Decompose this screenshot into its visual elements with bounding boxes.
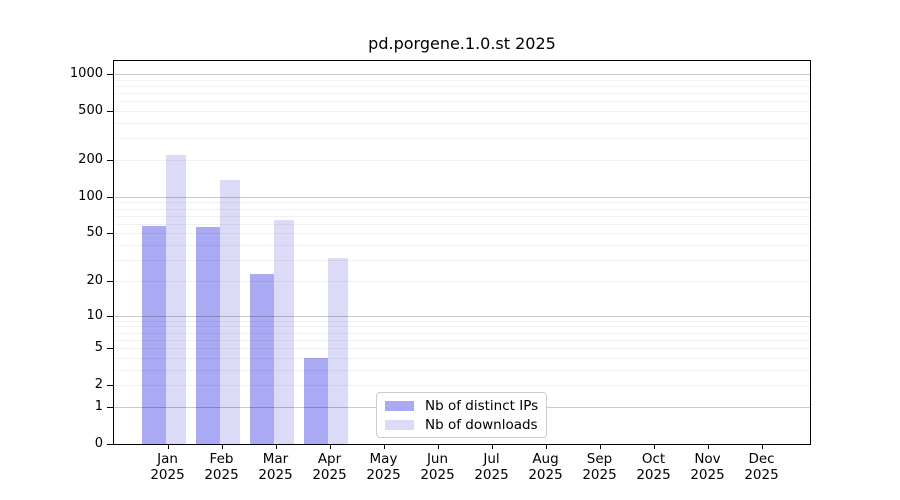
x-tick-label: Feb 2025 xyxy=(204,451,239,483)
gridline xyxy=(114,233,810,235)
y-tick xyxy=(107,348,113,349)
legend: Nb of distinct IPs Nb of downloads xyxy=(376,392,547,438)
x-tick xyxy=(707,445,709,449)
bar-nb-of-distinct-ips-1 xyxy=(195,226,220,444)
y-tick xyxy=(107,159,113,161)
bar-nb-of-downloads-1 xyxy=(219,180,240,444)
x-tick-label: Mar 2025 xyxy=(258,451,293,483)
gridline xyxy=(114,196,810,198)
gridline xyxy=(114,122,810,124)
y-tick-label: 50 xyxy=(86,225,103,241)
y-tick-label: 500 xyxy=(78,103,103,118)
bar-nb-of-downloads-0 xyxy=(165,154,186,444)
gridline xyxy=(114,245,810,247)
gridline xyxy=(114,326,810,328)
x-tick xyxy=(545,445,547,449)
x-tick xyxy=(437,445,439,449)
gridline xyxy=(114,223,810,225)
gridline xyxy=(114,332,810,334)
x-tick xyxy=(599,445,601,449)
gridline xyxy=(114,385,810,387)
y-tick xyxy=(107,385,113,387)
x-tick xyxy=(275,445,277,449)
legend-label-downloads: Nb of downloads xyxy=(425,417,538,434)
chart-title: pd.porgene.1.0.st 2025 xyxy=(368,34,556,53)
legend-item-downloads: Nb of downloads xyxy=(377,416,546,436)
gridline xyxy=(114,93,810,94)
gridline xyxy=(114,357,810,359)
gridline xyxy=(114,79,810,81)
x-tick-label: Nov 2025 xyxy=(690,451,725,483)
y-tick xyxy=(107,233,113,235)
y-tick xyxy=(107,73,113,75)
gridline xyxy=(114,111,810,112)
gridline xyxy=(114,348,810,349)
y-tick-label: 200 xyxy=(78,151,103,167)
x-tick xyxy=(329,445,331,449)
bar-nb-of-distinct-ips-0 xyxy=(141,225,166,444)
legend-item-distinct-ips: Nb of distinct IPs xyxy=(377,396,546,416)
legend-label-distinct-ips: Nb of distinct IPs xyxy=(425,397,539,414)
x-tick-label: Jul 2025 xyxy=(474,451,509,483)
gridline xyxy=(114,280,810,282)
plot-area xyxy=(113,60,811,445)
x-tick-label: Sep 2025 xyxy=(582,451,617,483)
bar-nb-of-downloads-2 xyxy=(273,220,294,444)
gridline xyxy=(114,85,810,87)
y-tick-label: 20 xyxy=(86,272,103,288)
gridline xyxy=(114,315,810,317)
bar-nb-of-distinct-ips-2 xyxy=(249,273,274,444)
legend-swatch-downloads-icon xyxy=(385,420,414,431)
y-tick-label: 100 xyxy=(78,188,103,204)
gridline xyxy=(114,369,810,371)
gridline xyxy=(114,159,810,161)
gridline xyxy=(114,73,810,75)
gridline xyxy=(114,260,810,261)
x-tick-label: Aug 2025 xyxy=(528,451,563,483)
gridline xyxy=(114,208,810,210)
y-tick-label: 1 xyxy=(94,398,103,414)
bar-nb-of-distinct-ips-3 xyxy=(303,357,328,444)
gridline xyxy=(114,215,810,217)
x-tick xyxy=(167,445,169,449)
x-tick-label: Apr 2025 xyxy=(312,451,347,483)
y-tick-label: 2 xyxy=(94,377,103,393)
gridline xyxy=(114,138,810,140)
gridline xyxy=(114,339,810,341)
x-tick xyxy=(491,445,493,449)
x-tick xyxy=(761,445,763,449)
y-tick-label: 1000 xyxy=(69,65,103,81)
gridline xyxy=(114,101,810,103)
x-tick-label: May 2025 xyxy=(366,451,401,483)
x-tick xyxy=(221,445,223,449)
legend-swatch-distinct-ips-icon xyxy=(385,400,414,411)
y-tick xyxy=(107,196,113,198)
x-tick-label: Jun 2025 xyxy=(420,451,455,483)
x-tick xyxy=(383,445,385,449)
bar-nb-of-downloads-3 xyxy=(327,258,348,444)
x-tick-label: Oct 2025 xyxy=(636,451,671,483)
gridline xyxy=(114,202,810,204)
y-tick xyxy=(107,406,113,408)
gridline xyxy=(114,320,810,322)
x-tick-label: Dec 2025 xyxy=(744,451,779,483)
y-tick-label: 5 xyxy=(94,340,103,355)
y-tick xyxy=(107,444,113,445)
y-tick-label: 10 xyxy=(86,307,103,323)
x-tick xyxy=(653,445,655,449)
y-tick-label: 0 xyxy=(94,436,103,451)
y-tick xyxy=(107,280,113,282)
y-tick xyxy=(107,111,113,112)
x-tick-label: Jan 2025 xyxy=(150,451,185,483)
y-tick xyxy=(107,315,113,317)
